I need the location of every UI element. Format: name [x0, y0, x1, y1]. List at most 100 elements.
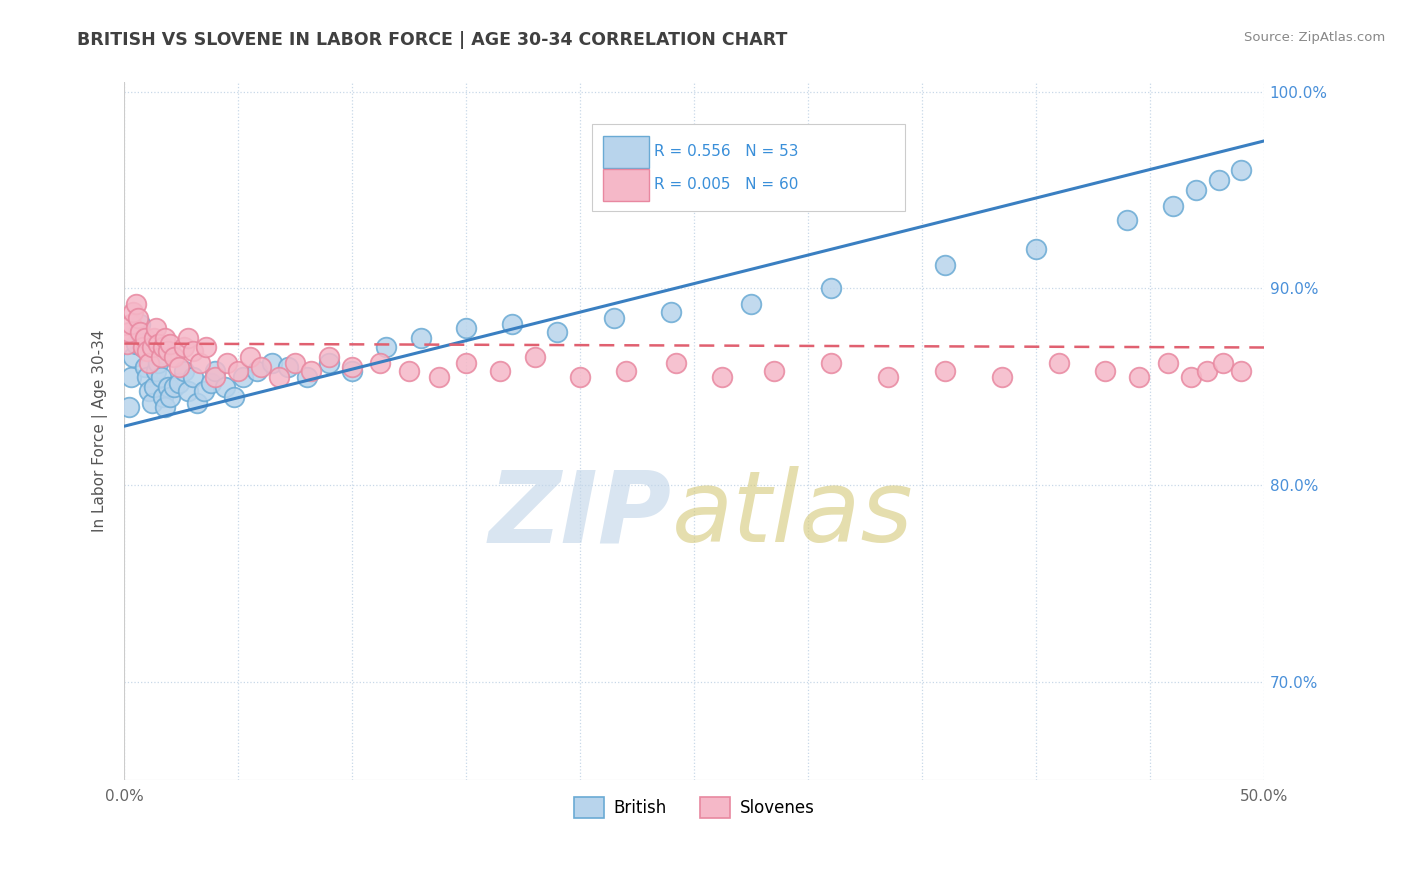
Point: [1047, 356, 1070, 370]
Point: [222, 390, 245, 404]
Point: [138, 384, 160, 398]
Point: [1212, 356, 1234, 370]
Point: [118, 400, 141, 414]
Point: [125, 297, 148, 311]
Text: ZIP: ZIP: [488, 467, 672, 564]
Point: [167, 360, 190, 375]
Point: [710, 370, 733, 384]
Point: [1184, 183, 1206, 197]
Point: [1180, 370, 1202, 384]
Point: [156, 380, 179, 394]
Point: [152, 390, 174, 404]
Point: [204, 364, 226, 378]
Point: [456, 321, 478, 335]
Point: [284, 356, 307, 370]
Point: [214, 380, 236, 394]
Point: [232, 370, 254, 384]
Point: [156, 344, 179, 359]
Point: [141, 395, 163, 409]
Point: [1230, 364, 1253, 378]
Point: [763, 364, 786, 378]
Point: [665, 356, 688, 370]
Point: [127, 325, 149, 339]
Point: [115, 336, 138, 351]
Point: [409, 331, 432, 345]
Point: [215, 356, 238, 370]
Point: [159, 336, 181, 351]
Point: [159, 390, 181, 404]
Point: [1116, 212, 1139, 227]
Point: [186, 395, 208, 409]
Point: [489, 364, 512, 378]
Point: [262, 356, 284, 370]
Point: [145, 364, 167, 378]
Point: [427, 370, 450, 384]
Point: [614, 364, 637, 378]
Point: [375, 341, 398, 355]
Point: [1128, 370, 1150, 384]
Point: [120, 370, 142, 384]
Point: [145, 321, 167, 335]
FancyBboxPatch shape: [603, 169, 648, 201]
Point: [167, 376, 190, 390]
Point: [155, 400, 177, 414]
Point: [1208, 173, 1230, 187]
Point: [131, 341, 153, 355]
Point: [149, 370, 172, 384]
Point: [342, 364, 364, 378]
Legend: British, Slovenes: British, Slovenes: [567, 790, 821, 824]
Point: [740, 297, 762, 311]
Point: [1230, 163, 1253, 178]
Point: [136, 344, 159, 359]
Point: [398, 364, 420, 378]
Point: [318, 351, 340, 365]
Point: [501, 317, 523, 331]
Point: [149, 351, 172, 365]
FancyBboxPatch shape: [592, 124, 905, 211]
Point: [122, 305, 145, 319]
Point: [1197, 364, 1219, 378]
Point: [877, 370, 900, 384]
Point: [820, 281, 842, 295]
Point: [250, 360, 273, 375]
Point: [152, 341, 174, 355]
Point: [163, 351, 186, 365]
Point: [569, 370, 592, 384]
Point: [245, 364, 267, 378]
Point: [523, 351, 546, 365]
Point: [148, 336, 170, 351]
Point: [134, 360, 156, 375]
Text: atlas: atlas: [672, 467, 912, 564]
Text: R = 0.556   N = 53: R = 0.556 N = 53: [654, 145, 799, 160]
Point: [200, 376, 222, 390]
Y-axis label: In Labor Force | Age 30-34: In Labor Force | Age 30-34: [93, 330, 108, 533]
Point: [141, 341, 163, 355]
Point: [934, 258, 956, 272]
Point: [131, 341, 153, 355]
Point: [661, 305, 683, 319]
Point: [226, 364, 249, 378]
Point: [546, 325, 568, 339]
Point: [269, 370, 291, 384]
Point: [122, 351, 145, 365]
FancyBboxPatch shape: [603, 136, 648, 168]
Point: [1161, 199, 1184, 213]
Point: [299, 364, 322, 378]
Point: [142, 331, 165, 345]
Point: [118, 325, 141, 339]
Text: BRITISH VS SLOVENE IN LABOR FORCE | AGE 30-34 CORRELATION CHART: BRITISH VS SLOVENE IN LABOR FORCE | AGE …: [77, 31, 787, 49]
Point: [188, 356, 211, 370]
Point: [120, 317, 142, 331]
Point: [277, 360, 299, 375]
Point: [204, 370, 226, 384]
Text: Source: ZipAtlas.com: Source: ZipAtlas.com: [1244, 31, 1385, 45]
Point: [163, 380, 186, 394]
Point: [1025, 242, 1047, 256]
Point: [127, 310, 149, 325]
Point: [1094, 364, 1116, 378]
Point: [138, 356, 160, 370]
Point: [991, 370, 1014, 384]
Point: [193, 384, 215, 398]
Text: R = 0.005   N = 60: R = 0.005 N = 60: [654, 178, 799, 192]
Point: [195, 341, 218, 355]
